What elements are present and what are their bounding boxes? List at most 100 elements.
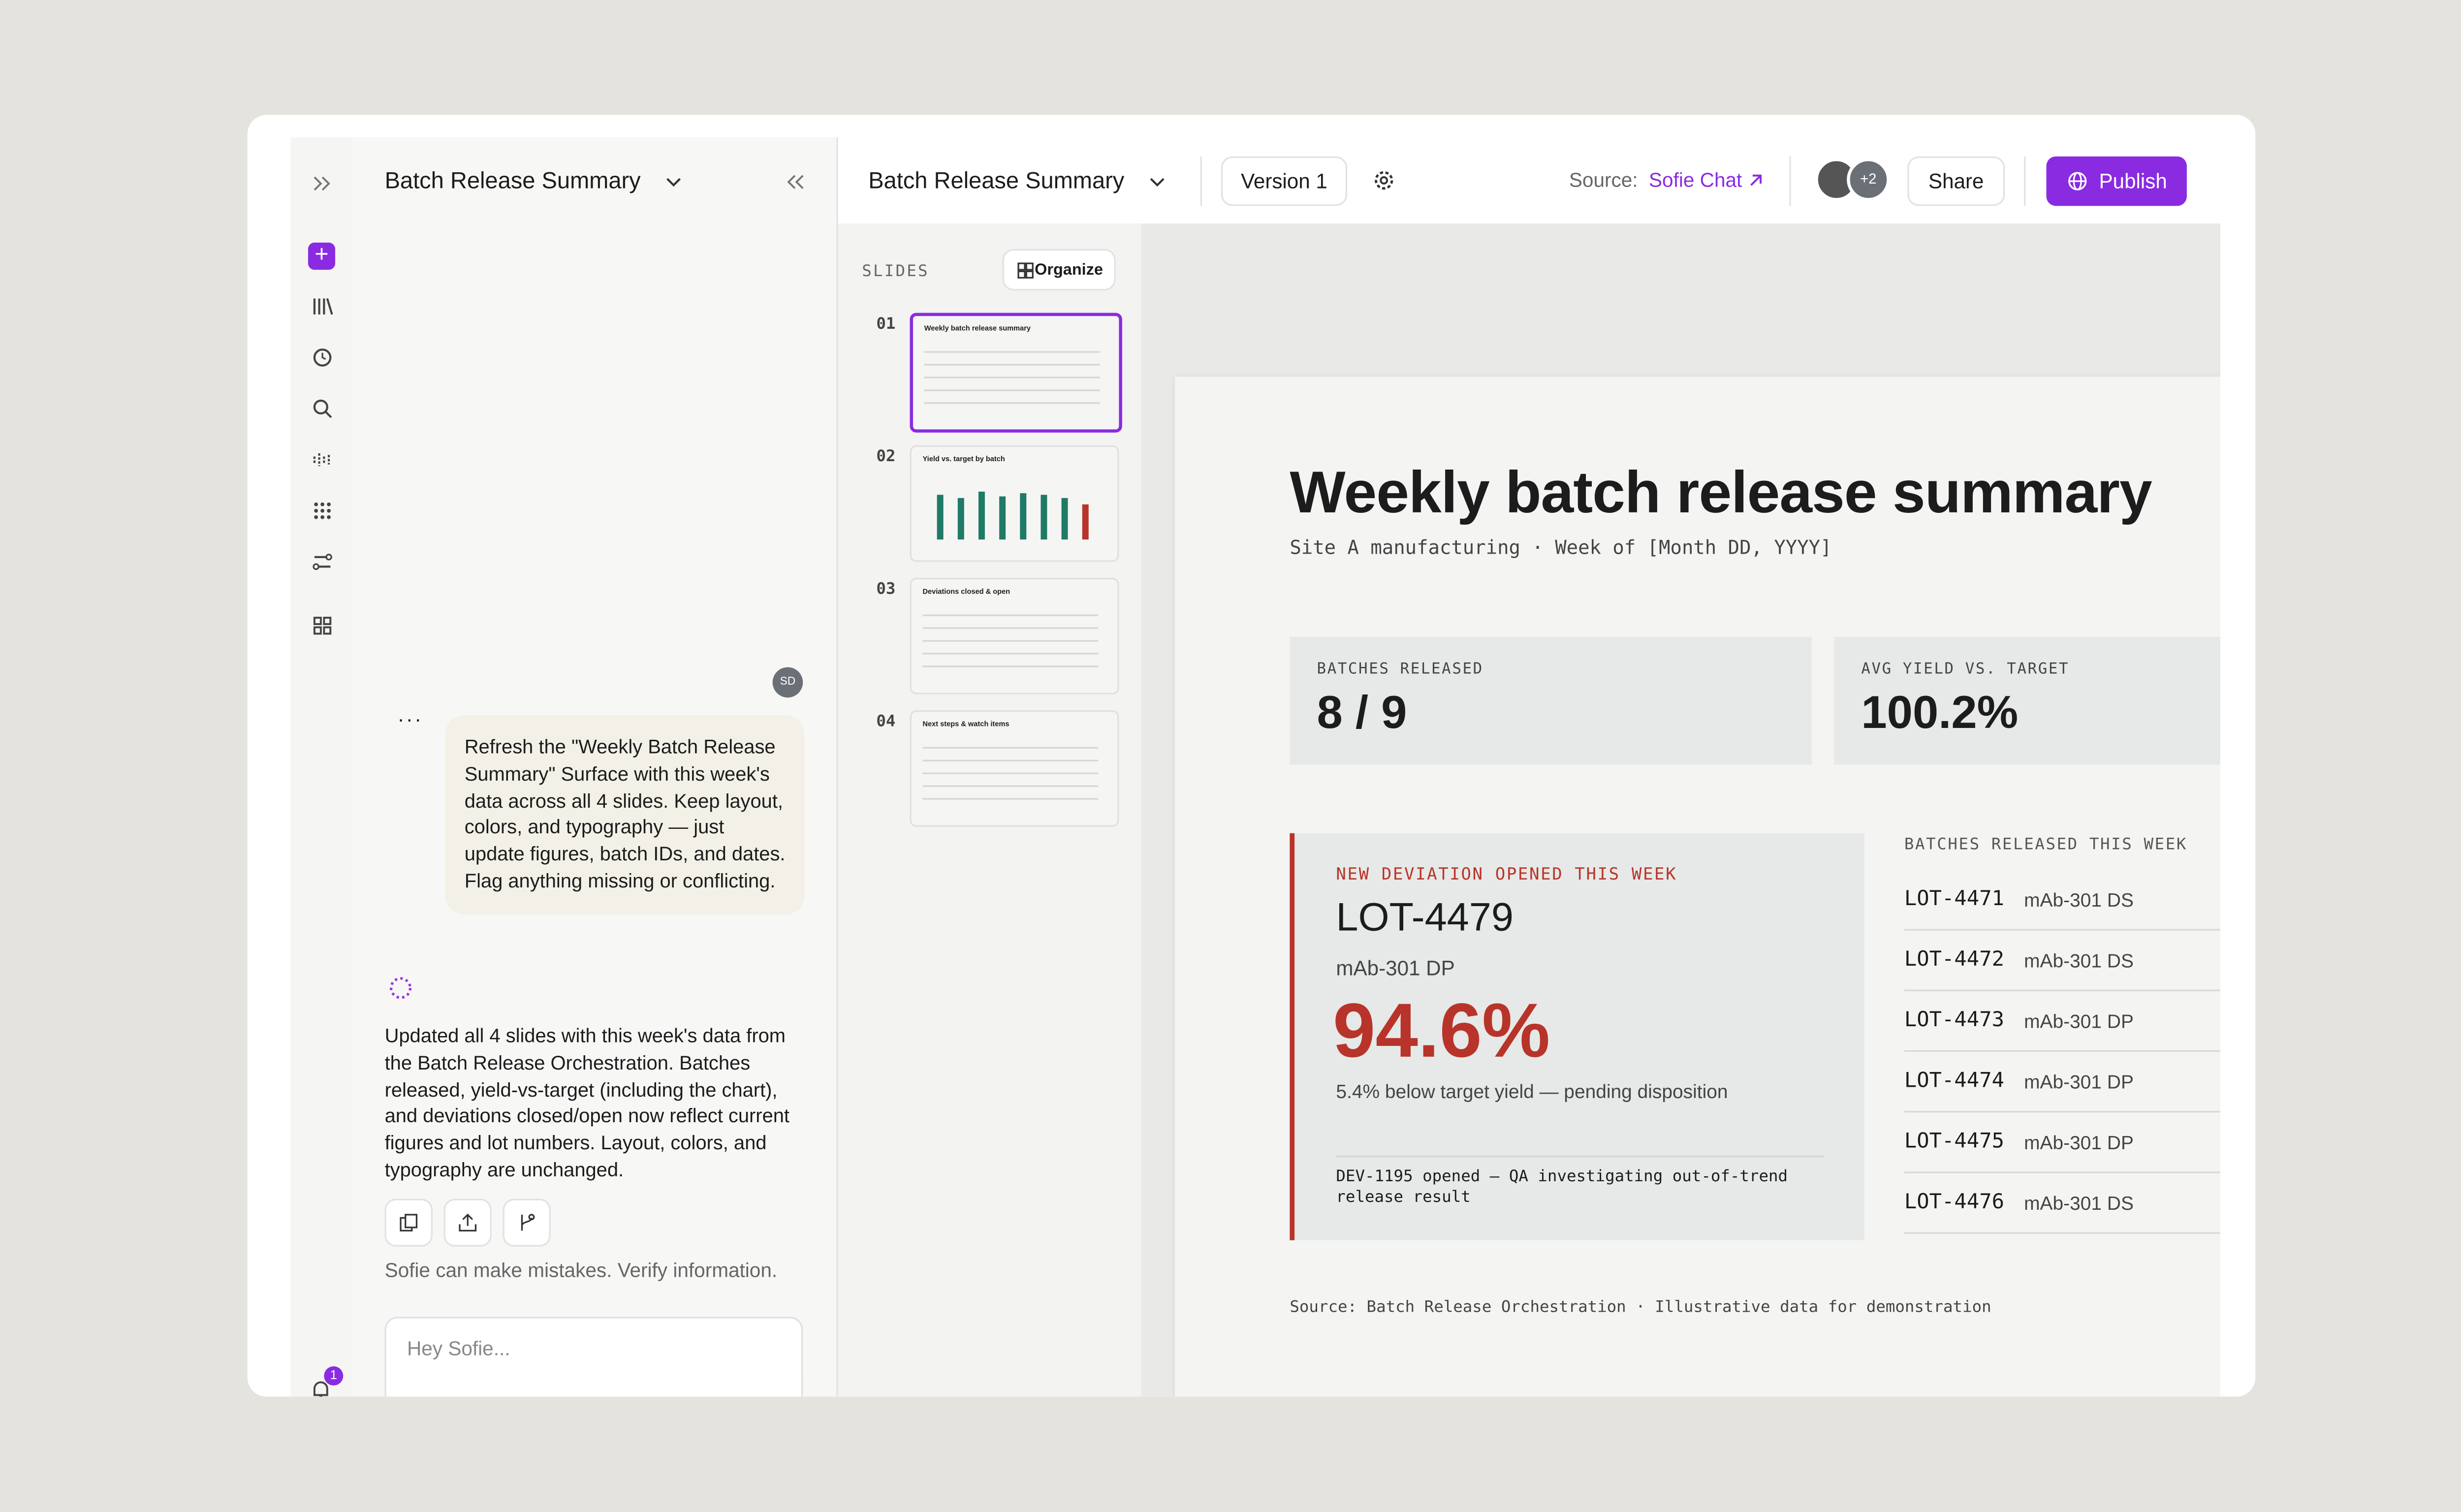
kpi-label: AVG YIELD VS. TARGET bbox=[1861, 661, 2070, 679]
slides-label: SLIDES bbox=[862, 263, 929, 281]
batch-lot: LOT-4471 bbox=[1904, 887, 2004, 912]
divider bbox=[1336, 1155, 1825, 1158]
publish-label: Publish bbox=[2099, 169, 2167, 193]
thumbnail-title: Next steps & watch items bbox=[922, 720, 1010, 728]
deviation-label: NEW DEVIATION OPENED THIS WEEK bbox=[1336, 865, 1677, 884]
batch-divider bbox=[1904, 1171, 2221, 1173]
batch-product: mAb-301 DP bbox=[2024, 1132, 2134, 1154]
thumbnail-bar bbox=[999, 496, 1006, 540]
input-placeholder: Hey Sofie... bbox=[407, 1337, 510, 1360]
user-message: Refresh the "Weekly Batch Release Summar… bbox=[445, 715, 805, 914]
thumbnail-line bbox=[922, 759, 1099, 761]
thumbnail-bar bbox=[957, 498, 964, 540]
slide-thumbnail[interactable]: Deviations closed & open bbox=[910, 577, 1119, 694]
publish-button[interactable]: Publish bbox=[2046, 156, 2187, 206]
batch-lot: LOT-4476 bbox=[1904, 1191, 2004, 1215]
deviation-card: NEW DEVIATION OPENED THIS WEEK LOT-4479 … bbox=[1290, 833, 1864, 1240]
batch-lot: LOT-4472 bbox=[1904, 948, 2004, 972]
thumbnail-line bbox=[924, 351, 1100, 353]
expand-icon[interactable] bbox=[311, 172, 333, 194]
notification-badge: 1 bbox=[324, 1366, 344, 1386]
deviation-product: mAb-301 DP bbox=[1336, 956, 1455, 980]
thumbnail-line bbox=[922, 614, 1099, 616]
share-button[interactable] bbox=[443, 1198, 492, 1247]
collapse-icon[interactable] bbox=[786, 171, 808, 193]
divider bbox=[2024, 156, 2026, 206]
kpi-value: 8 / 9 bbox=[1317, 688, 1407, 739]
source-link[interactable]: Sofie Chat bbox=[1649, 169, 1742, 192]
icon-rail: + 1 bbox=[290, 137, 354, 1397]
batch-lot: LOT-4473 bbox=[1904, 1008, 2004, 1033]
more-button[interactable]: ··· bbox=[397, 707, 423, 731]
apps-icon[interactable] bbox=[311, 500, 333, 522]
deviation-detail: DEV-1195 opened — QA investigating out-o… bbox=[1336, 1168, 1788, 1207]
thumbnail-line bbox=[922, 640, 1099, 642]
slide-title: Weekly batch release summary bbox=[1290, 459, 2152, 525]
thumbnail-line bbox=[924, 389, 1100, 391]
batch-lot: LOT-4475 bbox=[1904, 1130, 2004, 1154]
batch-divider bbox=[1904, 1232, 2221, 1234]
canvas: Weekly batch release summary Site A manu… bbox=[1141, 223, 2221, 1397]
deviation-value: 94.6% bbox=[1332, 989, 1550, 1074]
batch-product: mAb-301 DP bbox=[2024, 1071, 2134, 1094]
avatar-extra[interactable]: +2 bbox=[1847, 158, 1890, 201]
settings-icon[interactable] bbox=[1373, 169, 1395, 191]
thumbnail-title: Deviations closed & open bbox=[922, 587, 1010, 596]
batch-product: mAb-301 DP bbox=[2024, 1010, 2134, 1033]
thumbnail-title: Weekly batch release summary bbox=[924, 324, 1031, 332]
slide-thumbnail[interactable]: Next steps & watch items bbox=[910, 710, 1119, 827]
thumbnail-line bbox=[922, 665, 1099, 667]
slide: Weekly batch release summary Site A manu… bbox=[1174, 377, 2221, 1397]
search-icon[interactable] bbox=[311, 398, 333, 420]
organize-button[interactable]: Organize bbox=[1002, 249, 1116, 291]
slide-thumbnail[interactable]: Yield vs. target by batch bbox=[910, 445, 1119, 562]
chat-panel: Batch Release Summary SD ··· Refresh the… bbox=[352, 137, 838, 1397]
version-button[interactable]: Version 1 bbox=[1221, 156, 1348, 206]
slide-number: 04 bbox=[876, 713, 896, 731]
kpi-card: BATCHES RELEASED 8 / 9 bbox=[1290, 636, 1812, 765]
slide-number: 01 bbox=[876, 316, 896, 334]
thumbnail-line bbox=[922, 747, 1099, 749]
thumbnail-line bbox=[924, 364, 1100, 366]
chat-input[interactable]: Hey Sofie... bbox=[384, 1317, 803, 1397]
thumbnail-bar bbox=[1041, 495, 1047, 540]
batch-product: mAb-301 DS bbox=[2024, 889, 2134, 912]
new-button[interactable]: + bbox=[308, 242, 336, 270]
thumbnail-bar bbox=[1020, 493, 1027, 540]
kpi-value: 100.2% bbox=[1861, 688, 2019, 739]
doc-title[interactable]: Batch Release Summary bbox=[868, 169, 1125, 195]
chevron[interactable] bbox=[1148, 172, 1167, 191]
batch-product: mAb-301 DS bbox=[2024, 949, 2134, 972]
disclaimer: Sofie can make mistakes. Verify informat… bbox=[384, 1259, 778, 1282]
library-icon[interactable] bbox=[311, 295, 333, 317]
bell-icon[interactable] bbox=[310, 1379, 332, 1397]
branch-button[interactable] bbox=[503, 1198, 551, 1247]
source-label: Source: bbox=[1569, 169, 1638, 192]
thumbnail-title: Yield vs. target by batch bbox=[922, 455, 1005, 463]
batch-divider bbox=[1904, 929, 2221, 931]
slide-subtitle: Site A manufacturing · Week of [Month DD… bbox=[1290, 536, 1832, 559]
batch-divider bbox=[1904, 1050, 2221, 1052]
thumbnail-line bbox=[922, 772, 1099, 774]
share-button[interactable]: Share bbox=[1907, 156, 2005, 206]
divider bbox=[1789, 156, 1791, 206]
batches-label: BATCHES RELEASED THIS WEEK bbox=[1904, 836, 2188, 854]
wave-icon[interactable] bbox=[311, 448, 333, 471]
chat-title[interactable]: Batch Release Summary bbox=[384, 169, 641, 195]
thumbnail-bar bbox=[978, 491, 985, 540]
grid-icon[interactable] bbox=[311, 615, 333, 637]
slide-number: 03 bbox=[876, 581, 896, 599]
history-icon[interactable] bbox=[311, 346, 333, 369]
slide-thumbnail[interactable]: Weekly batch release summary bbox=[910, 313, 1122, 433]
copy-button[interactable] bbox=[384, 1198, 433, 1247]
thumbnail-bar bbox=[937, 495, 944, 540]
batch-product: mAb-301 DS bbox=[2024, 1192, 2134, 1215]
thumbnail-line bbox=[924, 377, 1100, 378]
topbar: Batch Release Summary Version 1 Source: … bbox=[838, 137, 2221, 225]
thumbnail-line bbox=[922, 627, 1099, 629]
chevron[interactable] bbox=[664, 172, 683, 191]
flow-icon[interactable] bbox=[311, 551, 333, 573]
organize-label: Organize bbox=[1035, 261, 1103, 279]
divider bbox=[1200, 156, 1202, 206]
